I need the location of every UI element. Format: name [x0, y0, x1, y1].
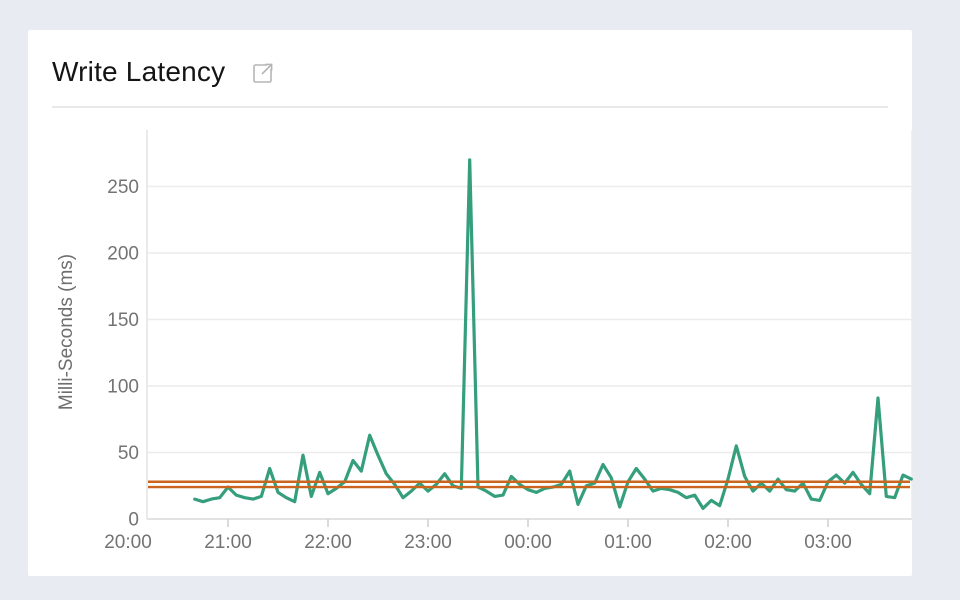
- chart-card: Write Latency 0 50 100 150 200 250 20:00 21:00 2…: [28, 30, 913, 576]
- y-tick-label: 150: [107, 310, 139, 331]
- y-tick-label: 0: [128, 510, 139, 531]
- y-tick-label: 200: [107, 244, 139, 265]
- x-tick-label: 02:00: [704, 532, 752, 553]
- y-tick-label: 50: [118, 443, 139, 464]
- x-tick-label: 03:00: [804, 532, 852, 553]
- x-tick-label: 21:00: [204, 532, 252, 553]
- y-tick-label: 100: [107, 377, 139, 398]
- x-tick-label: 00:00: [504, 532, 552, 553]
- y-tick-label: 250: [107, 177, 139, 198]
- page-title: Write Latency: [52, 56, 226, 87]
- y-axis-title: Milli-Seconds (ms): [56, 254, 77, 410]
- x-tick-label: 01:00: [604, 532, 652, 553]
- x-tick-label: 23:00: [404, 532, 452, 553]
- latency-chart-svg[interactable]: 0 50 100 150 200 250 20:00 21:00 22:00 23:00 00:00…: [44, 120, 916, 560]
- latency-chart: 0 50 100 150 200 250 20:00 21:00 22:00 23:00 00:00…: [44, 120, 916, 560]
- x-tick-label: 20:00: [104, 532, 152, 553]
- external-link-icon[interactable]: [252, 62, 274, 84]
- title-divider: [52, 106, 888, 108]
- write-latency-line: [193, 158, 913, 510]
- x-tick-label: 22:00: [304, 532, 352, 553]
